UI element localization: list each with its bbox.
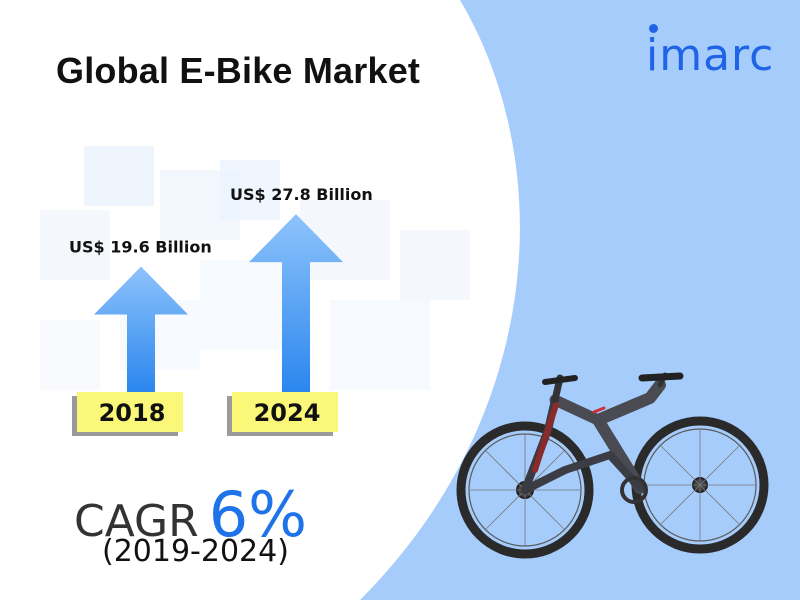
cagr-label: CAGR [74, 496, 199, 547]
e-bike-image [456, 372, 769, 559]
bar-arrow-2018 [94, 266, 188, 392]
chart-bars: US$ 19.6 Billion 2018 US$ 27.8 Billion 2024 [69, 185, 373, 436]
value-label-2024: US$ 27.8 Billion [230, 185, 373, 204]
year-box-2018 [77, 392, 183, 432]
logo-text: imarc [646, 30, 775, 81]
bar-arrow-2024 [249, 214, 343, 392]
year-label-2018: 2018 [99, 399, 166, 427]
page-title: Global E-Bike Market [56, 50, 421, 91]
year-box-2024 [232, 392, 338, 432]
logo-dot-icon [649, 24, 658, 33]
year-label-2024: 2024 [254, 399, 321, 427]
value-label-2018: US$ 19.6 Billion [69, 238, 212, 257]
cagr-block: CAGR 6% [74, 478, 307, 551]
cagr-period: (2019-2024) [102, 534, 289, 569]
imarc-logo: imarc [646, 24, 775, 81]
cagr-value: 6% [208, 478, 308, 551]
